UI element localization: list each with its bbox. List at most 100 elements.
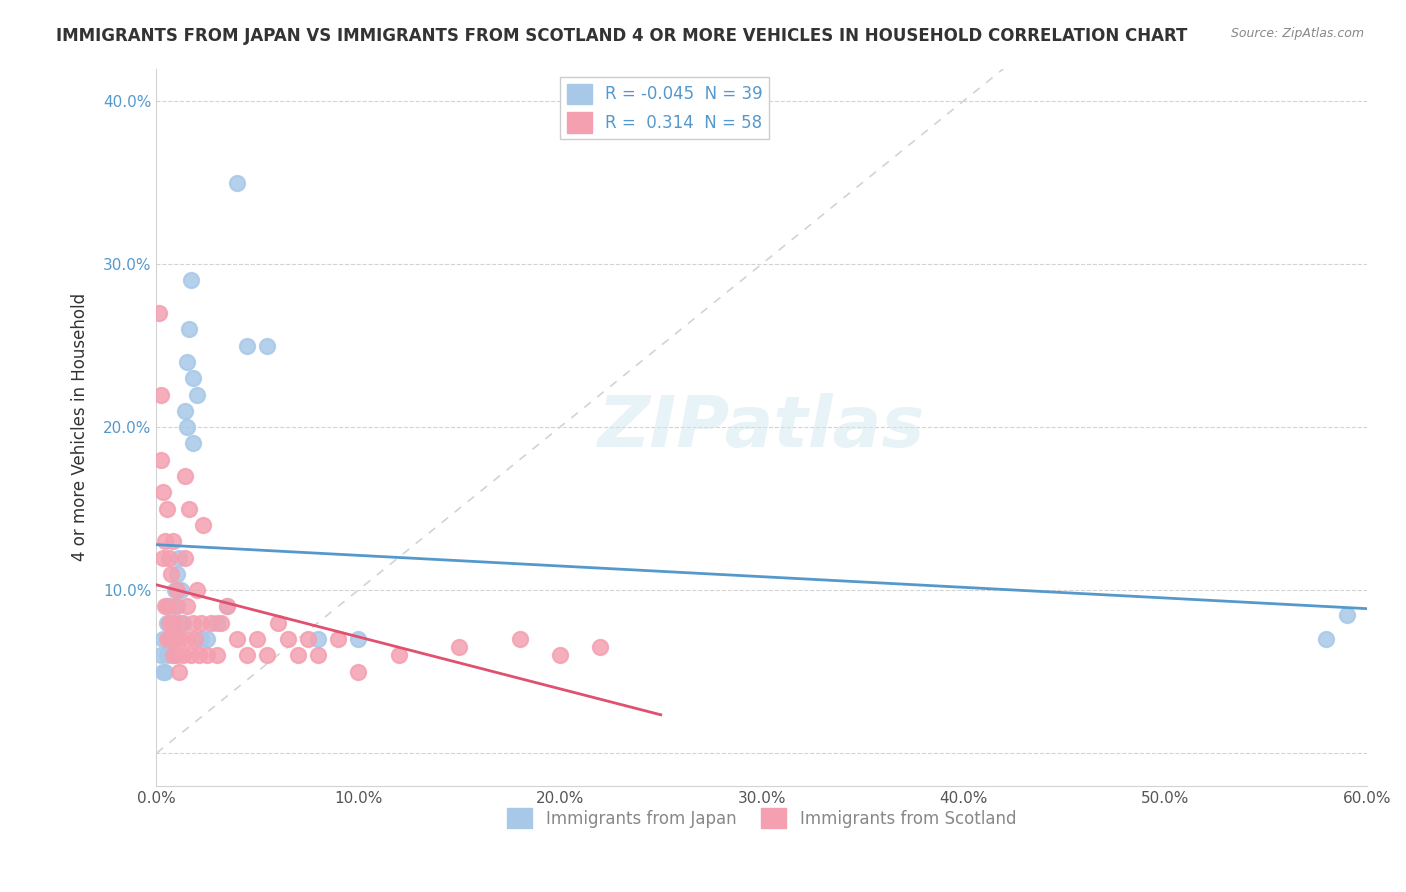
Point	[162, 615, 184, 630]
Point	[167, 665, 190, 679]
Point	[186, 583, 208, 598]
Point	[152, 485, 174, 500]
Point	[155, 615, 177, 630]
Point	[176, 632, 198, 646]
Point	[205, 648, 228, 663]
Point	[166, 566, 188, 581]
Point	[266, 615, 288, 630]
Point	[184, 632, 207, 646]
Point	[326, 632, 349, 646]
Point	[155, 501, 177, 516]
Point	[157, 550, 180, 565]
Point	[347, 665, 370, 679]
Point	[167, 550, 190, 565]
Point	[195, 632, 218, 646]
Point	[307, 648, 329, 663]
Point	[163, 632, 186, 646]
Point	[256, 338, 278, 352]
Point	[167, 632, 190, 646]
Point	[307, 632, 329, 646]
Point	[166, 583, 188, 598]
Point	[149, 387, 172, 401]
Point	[191, 518, 214, 533]
Point	[155, 632, 177, 646]
Point	[187, 648, 209, 663]
Point	[153, 599, 176, 614]
Point	[153, 534, 176, 549]
Point	[173, 404, 195, 418]
Point	[180, 273, 202, 287]
Point	[170, 583, 193, 598]
Point	[509, 632, 531, 646]
Point	[172, 648, 194, 663]
Point	[166, 599, 188, 614]
Point	[1336, 607, 1358, 622]
Point	[152, 665, 174, 679]
Point	[1315, 632, 1337, 646]
Point	[181, 371, 204, 385]
Point	[181, 436, 204, 450]
Point	[149, 452, 172, 467]
Point	[246, 632, 269, 646]
Point	[217, 599, 239, 614]
Point	[173, 550, 195, 565]
Point	[205, 615, 228, 630]
Point	[347, 632, 370, 646]
Point	[162, 615, 184, 630]
Point	[277, 632, 299, 646]
Point	[163, 599, 186, 614]
Text: IMMIGRANTS FROM JAPAN VS IMMIGRANTS FROM SCOTLAND 4 OR MORE VEHICLES IN HOUSEHOL: IMMIGRANTS FROM JAPAN VS IMMIGRANTS FROM…	[56, 27, 1188, 45]
Point	[159, 632, 181, 646]
Point	[157, 632, 180, 646]
Point	[589, 640, 612, 655]
Text: Source: ZipAtlas.com: Source: ZipAtlas.com	[1230, 27, 1364, 40]
Point	[155, 648, 177, 663]
Point	[177, 322, 200, 336]
Point	[176, 355, 198, 369]
Point	[256, 648, 278, 663]
Point	[148, 306, 170, 320]
Point	[209, 615, 232, 630]
Point	[173, 469, 195, 483]
Point	[297, 632, 319, 646]
Point	[162, 534, 184, 549]
Point	[159, 632, 181, 646]
Point	[157, 615, 180, 630]
Point	[177, 501, 200, 516]
Point	[167, 615, 190, 630]
Point	[157, 599, 180, 614]
Point	[200, 615, 222, 630]
Point	[190, 615, 212, 630]
Point	[172, 615, 194, 630]
Point	[226, 632, 249, 646]
Point	[287, 648, 309, 663]
Point	[176, 599, 198, 614]
Point	[152, 550, 174, 565]
Legend: Immigrants from Japan, Immigrants from Scotland: Immigrants from Japan, Immigrants from S…	[501, 801, 1022, 835]
Point	[153, 665, 176, 679]
Point	[186, 387, 208, 401]
Point	[236, 648, 259, 663]
Point	[387, 648, 409, 663]
Point	[447, 640, 470, 655]
Point	[180, 648, 202, 663]
Point	[176, 420, 198, 434]
Point	[163, 632, 186, 646]
Point	[159, 615, 181, 630]
Point	[162, 648, 184, 663]
Point	[152, 632, 174, 646]
Point	[155, 599, 177, 614]
Point	[170, 615, 193, 630]
Y-axis label: 4 or more Vehicles in Household: 4 or more Vehicles in Household	[72, 293, 89, 561]
Point	[181, 615, 204, 630]
Text: ZIPatlas: ZIPatlas	[598, 392, 925, 462]
Point	[159, 566, 181, 581]
Point	[226, 176, 249, 190]
Point	[548, 648, 571, 663]
Point	[217, 599, 239, 614]
Point	[163, 583, 186, 598]
Point	[162, 648, 184, 663]
Point	[149, 648, 172, 663]
Point	[190, 632, 212, 646]
Point	[166, 648, 188, 663]
